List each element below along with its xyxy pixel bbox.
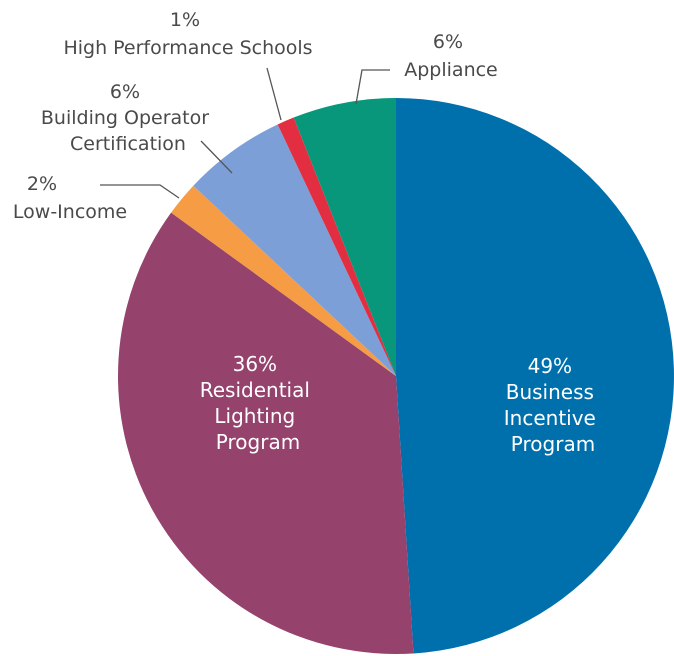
label-lowincome: 2% Low-Income (13, 173, 127, 223)
leader-line-building (200, 140, 233, 174)
pie-slice-lowincome (171, 185, 396, 376)
label-residential: 36% Residential Lighting Program (200, 352, 317, 454)
label-building-pct: 6% (110, 81, 140, 103)
leader-line-appliance (355, 69, 390, 105)
label-lowincome-name: Low-Income (13, 201, 127, 223)
label-business: 49% Business Incentive Program (504, 354, 602, 456)
label-business-name-1: Business (506, 380, 594, 404)
label-residential-name-3: Program (216, 430, 300, 454)
leader-lines (100, 67, 390, 199)
label-residential-pct: 36% (233, 352, 277, 376)
pie-slice-residential (118, 212, 414, 654)
label-residential-name-2: Lighting (214, 404, 295, 428)
pie-slice-business (396, 98, 674, 654)
label-residential-name-1: Residential (200, 378, 310, 402)
pie-slice-hps (277, 117, 396, 377)
label-appliance: 6% Appliance (404, 31, 498, 81)
pie-slice-appliance (293, 98, 396, 376)
label-appliance-pct: 6% (433, 31, 463, 53)
label-hps: 1% High Performance Schools (63, 9, 312, 59)
label-appliance-name: Appliance (404, 59, 498, 81)
label-business-pct: 49% (528, 354, 572, 378)
label-hps-pct: 1% (170, 9, 200, 31)
pie-slices (118, 98, 674, 654)
label-building-name-2: Certification (70, 133, 186, 155)
label-business-name-2: Incentive (504, 406, 596, 430)
leader-line-lowincome (100, 184, 180, 199)
leader-line-hps (266, 67, 282, 121)
label-lowincome-pct: 2% (27, 173, 57, 195)
label-building-name-1: Building Operator (41, 107, 209, 129)
label-business-name-3: Program (511, 432, 595, 456)
label-hps-name: High Performance Schools (63, 37, 312, 59)
pie-slice-building (193, 124, 396, 377)
label-building: 6% Building Operator Certification (41, 81, 215, 155)
